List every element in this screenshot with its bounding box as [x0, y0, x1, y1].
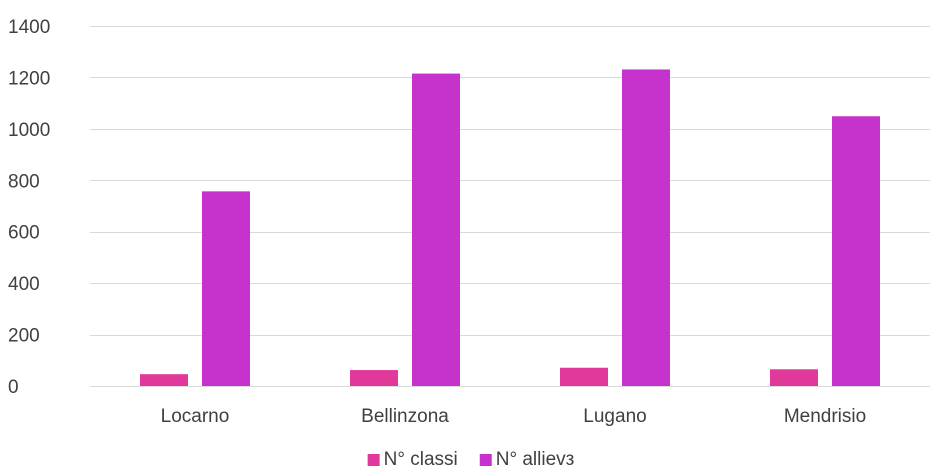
bar-mendrisio-series-1 — [832, 116, 880, 386]
bar-mendrisio-series-0 — [770, 369, 818, 386]
y-tick-label: 1400 — [8, 17, 50, 38]
legend-label: N° classi — [384, 449, 458, 470]
y-tick-label: 200 — [8, 326, 40, 347]
y-tick-label: 600 — [8, 223, 40, 244]
x-axis-ticks: Locarno Bellinzona Lugano Mendrisio — [161, 406, 867, 427]
y-tick-label: 400 — [8, 274, 40, 295]
y-tick-label: 0 — [8, 377, 19, 398]
y-tick-label: 1200 — [8, 68, 50, 89]
x-tick-label: Locarno — [161, 406, 230, 427]
bars — [140, 69, 880, 387]
x-tick-label: Mendrisio — [784, 406, 866, 427]
x-tick-label: Bellinzona — [361, 406, 449, 427]
legend-label: N° allievз — [496, 449, 575, 470]
y-tick-label: 1000 — [8, 120, 50, 141]
bar-locarno-series-0 — [140, 374, 188, 386]
x-tick-label: Lugano — [583, 406, 646, 427]
legend-swatch — [367, 454, 380, 466]
bar-lugano-series-0 — [560, 367, 608, 386]
legend-swatch — [479, 454, 492, 466]
bar-bellinzona-series-0 — [350, 370, 398, 386]
y-axis-ticks: 0 200 400 600 800 1000 1200 1400 — [8, 17, 50, 398]
legend: N° classi N° allievз — [367, 449, 575, 470]
bar-locarno-series-1 — [202, 191, 250, 386]
y-tick-label: 800 — [8, 171, 40, 192]
bar-lugano-series-1 — [622, 69, 670, 386]
bar-bellinzona-series-1 — [412, 73, 460, 387]
